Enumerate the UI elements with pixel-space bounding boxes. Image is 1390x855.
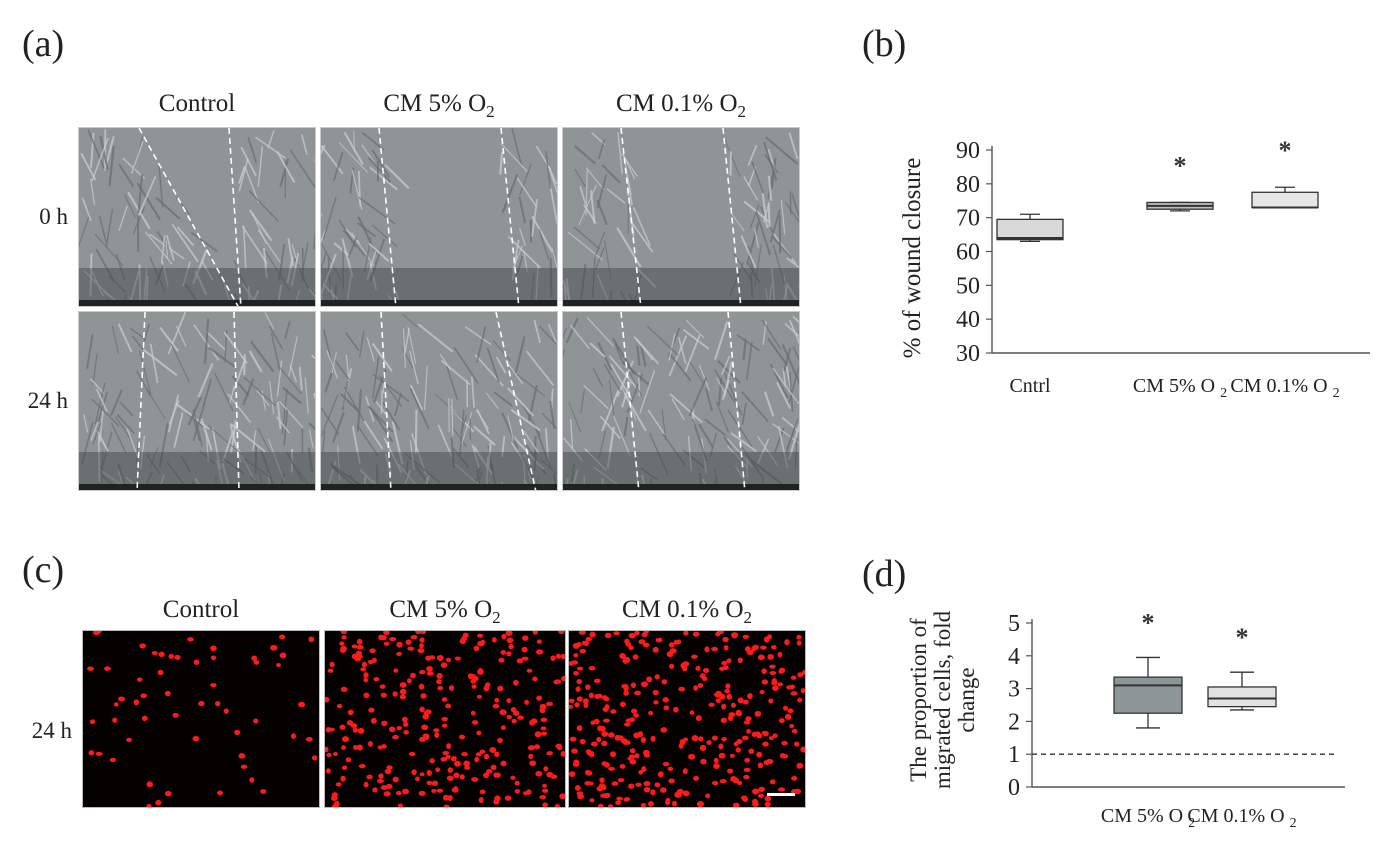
- box: [997, 219, 1063, 239]
- category-label: Cntrl: [1009, 375, 1051, 397]
- y-axis-label: % of wound closure: [900, 158, 926, 359]
- micrograph-control-0h: [78, 127, 316, 307]
- box-plot-2: [1208, 672, 1276, 710]
- panel-c-header-cm5: CM 5% O2: [324, 596, 566, 628]
- y-tick-label: 4: [1008, 644, 1020, 670]
- panel-a-letter: (a): [22, 22, 64, 66]
- chart-d: 0 1 2 3 4 5 * CM 5% O 2 * CM 0.1% O 2 The proporti…: [900, 580, 1380, 850]
- y-tick-label: 30: [956, 341, 980, 367]
- panel-a-header-cm5: CM 5% O2: [320, 90, 558, 122]
- panel-a-row-label-0h: 0 h: [0, 204, 68, 230]
- y-tick-label: 3: [1008, 677, 1020, 703]
- significance-star: *: [1142, 608, 1155, 637]
- panel-c-header-control: Control: [82, 596, 320, 624]
- micrograph-cm5-24h: [320, 311, 558, 491]
- box: [1208, 687, 1276, 707]
- y-tick-label: 90: [956, 138, 980, 164]
- category-label: CM 0.1% O 2: [1230, 375, 1339, 401]
- box-plot-1: [997, 214, 1063, 241]
- category-label: CM 5% O 2: [1133, 375, 1227, 401]
- significance-star: *: [1279, 136, 1292, 165]
- box: [1114, 677, 1182, 713]
- box-plot-2: [1147, 202, 1213, 210]
- significance-star: *: [1174, 151, 1187, 180]
- y-axis-label-line: The proportion of: [906, 618, 931, 782]
- micrograph-control-24h: [78, 311, 316, 491]
- micrograph-cm01-24h: [562, 311, 800, 491]
- box-plot-1: [1114, 657, 1182, 728]
- panel-a-header-control: Control: [78, 90, 316, 118]
- y-tick-label: 0: [1008, 775, 1020, 801]
- panel-a-row-label-24h: 24 h: [0, 388, 68, 414]
- fluorescence-control: [82, 630, 320, 808]
- y-axis-label-line: change: [954, 667, 979, 732]
- box-plot-3: [1252, 187, 1318, 207]
- panel-a-header-cm01: CM 0.1% O2: [562, 90, 800, 122]
- y-tick-label: 1: [1008, 742, 1020, 768]
- significance-star: *: [1236, 623, 1249, 652]
- scale-bar: [767, 793, 795, 796]
- y-tick-label: 2: [1008, 709, 1020, 735]
- panel-c-letter: (c): [22, 548, 64, 592]
- y-tick-label: 50: [956, 273, 980, 299]
- micrograph-cm5-0h: [320, 127, 558, 307]
- panel-c-row-label-24h: 24 h: [0, 718, 72, 744]
- y-tick-label: 40: [956, 307, 980, 333]
- y-axis-label-line: migrated cells, fold: [930, 610, 955, 789]
- fluorescence-cm01: [568, 630, 806, 808]
- panel-c-header-cm01: CM 0.1% O2: [568, 596, 806, 628]
- category-label: CM 0.1% O 2: [1187, 805, 1296, 831]
- y-tick-label: 60: [956, 240, 980, 266]
- category-label: CM 5% O 2: [1101, 805, 1195, 831]
- micrograph-cm01-0h: [562, 127, 800, 307]
- chart-b: 30 40 50 60 70 80 90 Cntrl * CM 5% O 2 * CM 0.1% O …: [900, 110, 1380, 410]
- box: [1252, 192, 1318, 207]
- fluorescence-cm5: [324, 630, 566, 808]
- panel-b-letter: (b): [862, 22, 906, 66]
- y-tick-label: 80: [956, 172, 980, 198]
- y-tick-label: 70: [956, 206, 980, 232]
- y-tick-label: 5: [1008, 611, 1020, 637]
